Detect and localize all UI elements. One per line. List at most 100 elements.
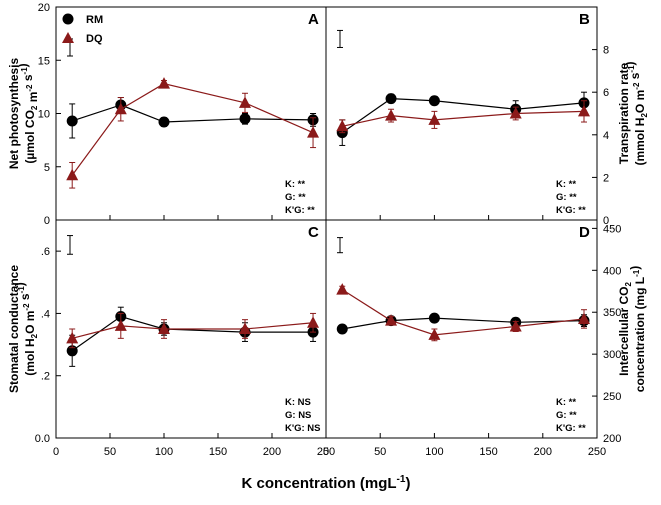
x-tick-label: 200	[263, 446, 281, 458]
data-point	[66, 115, 78, 127]
data-point	[239, 322, 251, 334]
series-rm	[336, 312, 590, 335]
panel-c: 0.0 .2 .4 .6 Stomatal conductance (mol H2O m-…	[7, 219, 327, 445]
y-tick-label: 2	[603, 172, 609, 184]
y-tick-label: 400	[603, 265, 621, 277]
y-axis-title: Intercellular CO2	[617, 282, 633, 376]
y-tick-label: 6	[603, 87, 609, 99]
panel-frame	[325, 219, 598, 439]
y-tick-label: 450	[603, 223, 621, 235]
data-point	[158, 77, 170, 89]
stat-line: K: **	[556, 397, 576, 408]
data-point	[577, 104, 590, 117]
y-axis-unit: concentration (mg L-1)	[628, 266, 647, 392]
stat-line: K: **	[556, 179, 576, 190]
data-point	[509, 319, 522, 332]
y-tick-label: 5	[44, 162, 50, 174]
y-tick-label: .6	[41, 246, 50, 258]
y-axis-unit: (mmol H2O m-2 s-1)	[623, 61, 649, 165]
stat-line: K'G: **	[285, 205, 315, 216]
panel-letter: A	[308, 11, 319, 28]
data-point	[114, 319, 127, 331]
series-dq	[66, 77, 320, 189]
series-line	[72, 104, 314, 123]
series-line	[342, 110, 585, 127]
x-tick-label: 0	[323, 446, 329, 458]
y-tick-label: 250	[603, 391, 621, 403]
series-line	[71, 83, 314, 176]
data-point	[239, 96, 251, 108]
panel-a: 0 5 10 15 20 Net photosynthesis (µmol CO2 m-2 …	[7, 2, 327, 227]
x-tick-label: 250	[317, 446, 335, 458]
data-point	[158, 116, 170, 128]
stat-line: G: **	[285, 192, 306, 203]
y-tick-label: 350	[603, 307, 621, 319]
data-point	[158, 322, 170, 334]
stat-line: K'G: **	[556, 205, 586, 216]
series-rm	[66, 97, 319, 139]
y-tick-label: 300	[603, 349, 621, 361]
data-point	[385, 109, 398, 121]
data-point	[509, 107, 522, 119]
x-tick-label: 0	[53, 446, 59, 458]
data-point	[336, 283, 349, 295]
y-tick-label: 20	[38, 2, 50, 14]
data-point	[428, 312, 440, 324]
x-tick-label: 250	[588, 446, 606, 458]
y-tick-label: 0	[603, 215, 609, 227]
data-point	[239, 113, 251, 125]
x-tick-label: 100	[155, 446, 173, 458]
stat-line: K'G: **	[556, 423, 586, 434]
data-point	[428, 113, 441, 125]
x-tick-label: 150	[209, 446, 227, 458]
data-point	[428, 95, 440, 107]
data-point	[385, 314, 398, 326]
y-tick-label: 0	[44, 215, 50, 227]
y-axis-unit: (µmol CO2 m-2 s-1)	[16, 63, 40, 163]
legend-label-rm: RM	[86, 14, 103, 26]
x-tick-label: 50	[374, 446, 386, 458]
data-point	[385, 93, 397, 105]
legend-marker-rm	[62, 13, 74, 25]
y-axis-unit: (mol H2O m-2 s-1)	[13, 282, 39, 375]
y-tick-label: 10	[38, 109, 50, 121]
y-tick-label: .4	[41, 308, 50, 320]
y-tick-label: 0.0	[35, 433, 50, 445]
data-point	[428, 328, 441, 340]
data-point	[336, 323, 348, 335]
x-tick-label: 200	[534, 446, 552, 458]
legend: RM DQ	[62, 13, 103, 45]
stat-line: K: NS	[285, 397, 311, 408]
stat-line: G: **	[556, 192, 577, 203]
y-axis-title: Stomatal conductance	[7, 265, 21, 393]
series-rm	[66, 306, 319, 367]
y-axis-title: Net photosynthesis	[7, 58, 21, 170]
panel-b: 0 2 4 6 8 Transpiration rate (mmol H2O m-2 s-1…	[325, 6, 649, 227]
legend-marker-dq	[62, 32, 74, 43]
y-tick-label: 8	[603, 45, 609, 57]
data-point	[307, 126, 320, 138]
y-tick-label: 15	[38, 55, 50, 67]
y-tick-label: 200	[603, 433, 621, 445]
legend-label-dq: DQ	[86, 33, 103, 45]
panel-d: 200 250 300 350 400 450 Intercellular CO2 conce…	[325, 219, 647, 445]
data-point	[336, 119, 349, 132]
x-axis-title: K concentration (mgL-1)	[242, 474, 411, 492]
x-tick-label: 100	[425, 446, 443, 458]
stat-line: K'G: NS	[285, 423, 321, 434]
series-line	[342, 317, 585, 330]
y-tick-label: .2	[41, 371, 50, 383]
y-tick-label: 4	[603, 130, 609, 142]
series-line	[341, 289, 585, 336]
stat-line: G: **	[556, 410, 577, 421]
panel-letter: B	[579, 11, 590, 28]
series-dq	[336, 283, 590, 342]
y-axis-title: Transpiration rate	[617, 63, 631, 165]
series-line	[341, 97, 585, 134]
data-point	[66, 168, 79, 181]
stat-line: G: NS	[285, 410, 311, 421]
x-tick-label: 50	[104, 446, 116, 458]
data-point	[307, 316, 320, 328]
series-dq	[66, 312, 320, 349]
